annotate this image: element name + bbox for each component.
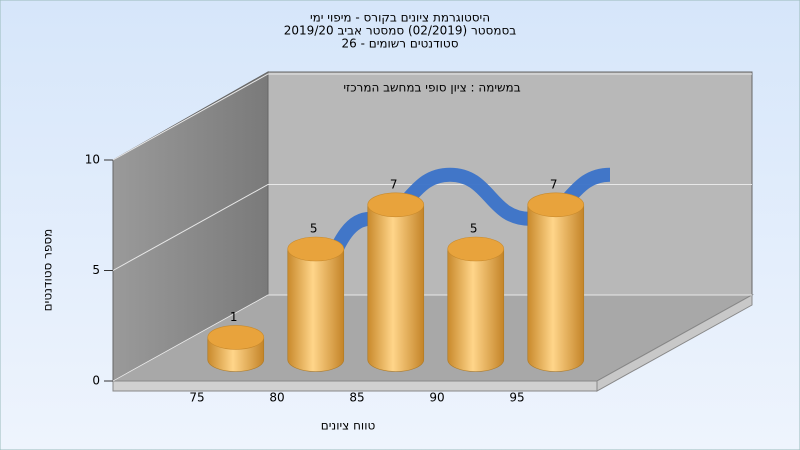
title-line: סטודנטים רשומים - 26 [341, 37, 458, 51]
value-label: 7 [550, 177, 558, 191]
bar-body [287, 248, 345, 372]
bar-body [527, 204, 585, 372]
bar-top [367, 192, 425, 218]
value-label: 1 [230, 310, 238, 324]
x-tick-label: 85 [349, 391, 364, 405]
y-tick-label: 0 [92, 374, 100, 388]
title-line: היסטוגרמת ציונים בקורס - מיפוי ימי [310, 11, 490, 25]
x-tick-label: 90 [429, 391, 444, 405]
bar [527, 192, 585, 372]
bar-top [527, 192, 585, 218]
bar [207, 325, 265, 372]
bar-body [367, 204, 425, 372]
bar-body [447, 248, 505, 372]
grid-line [112, 294, 752, 382]
x-axis-label: טווח ציונים [321, 419, 376, 433]
title: היסטוגרמת ציונים בקורס - מיפוי ימיבסמסטר… [284, 11, 516, 51]
y-axis-label: מספר סטודנטים [41, 229, 55, 312]
bar [447, 236, 505, 372]
bar-top [207, 325, 265, 350]
value-label: 5 [310, 222, 318, 236]
subtitle: במשימה : ציון סופי במחשב המרכזי [343, 81, 520, 95]
bar [287, 236, 345, 372]
value-label: 7 [390, 177, 398, 191]
value-label: 5 [470, 222, 478, 236]
y-tick-label: 10 [85, 153, 100, 167]
bar-top [447, 236, 505, 262]
grid-line [112, 73, 752, 161]
y-tick-label: 5 [92, 263, 100, 277]
title-line: בסמסטר (02/2019) סמסטר אביב 2019/20 [284, 24, 516, 38]
x-tick-label: 75 [189, 391, 204, 405]
bar [367, 192, 425, 372]
x-tick-label: 95 [509, 391, 524, 405]
floor-front [112, 380, 598, 392]
x-tick-label: 80 [269, 391, 284, 405]
bar-top [287, 236, 345, 262]
